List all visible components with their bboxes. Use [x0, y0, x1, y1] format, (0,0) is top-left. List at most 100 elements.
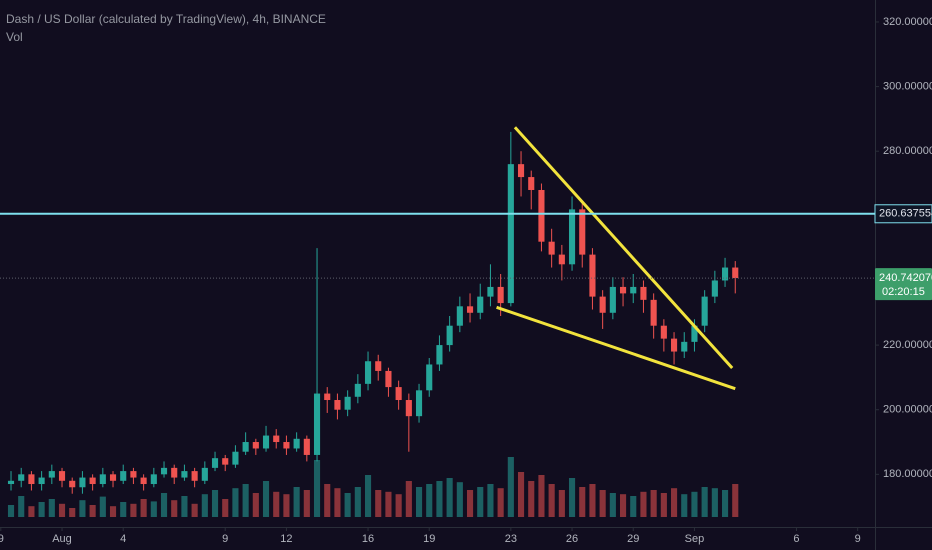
candle-body — [262, 435, 270, 449]
candle-body — [732, 267, 739, 279]
candle-body — [232, 451, 239, 465]
candle-body — [324, 393, 331, 401]
volume-bar — [69, 508, 76, 517]
volume-bar — [324, 484, 331, 517]
x-tick-label: 6 — [793, 533, 799, 545]
volume-bar — [109, 506, 117, 517]
candle-body — [609, 286, 616, 313]
candle-body — [69, 480, 76, 488]
candle-body — [283, 442, 290, 449]
candle-body — [99, 474, 106, 485]
volume-bar — [273, 491, 280, 517]
candle-body — [721, 267, 729, 281]
volume-bar — [211, 490, 219, 517]
candle-body — [477, 296, 484, 313]
candle-body — [681, 341, 688, 352]
volume-bar — [579, 487, 586, 517]
countdown-label: 02:20:15 — [882, 286, 925, 298]
volume-bar — [354, 487, 361, 517]
volume-bar — [711, 488, 718, 517]
volume-bar — [313, 460, 321, 517]
candle-body — [630, 286, 637, 294]
volume-bar — [262, 481, 270, 517]
y-tick-label: 280.000000 — [883, 145, 932, 157]
volume-bar — [303, 490, 310, 517]
candle-body — [334, 400, 341, 410]
candle-body — [558, 254, 565, 265]
volume-bar — [293, 487, 300, 517]
volume-bar — [89, 505, 96, 517]
x-tick-label: 4 — [120, 533, 126, 545]
x-tick-label: Sep — [685, 533, 705, 545]
volume-bar — [364, 475, 372, 517]
volume-bar — [589, 484, 596, 517]
candle-body — [375, 361, 382, 371]
volume-bar — [650, 490, 657, 517]
volume-bar — [660, 493, 667, 517]
candle-body — [599, 296, 606, 313]
y-tick-label: 220.000000 — [883, 339, 932, 351]
candle-body — [589, 254, 596, 297]
candle-body — [303, 438, 310, 455]
candle-body — [456, 306, 463, 326]
volume-bar — [201, 494, 208, 517]
volume-bar — [568, 478, 576, 517]
candle-body — [48, 471, 55, 478]
volume-bar — [426, 484, 433, 517]
overlay-layer — [0, 126, 875, 391]
candle-body — [507, 164, 514, 304]
candle-body — [364, 361, 372, 384]
volume-bar — [507, 457, 514, 517]
volume-bar — [395, 494, 402, 517]
x-tick-label: 9 — [0, 533, 4, 545]
volume-bar — [517, 472, 525, 517]
candle-body — [640, 286, 647, 300]
volume-bar — [150, 501, 157, 517]
volume-bar — [528, 481, 535, 517]
candle-body — [160, 467, 168, 475]
volume-bar — [375, 490, 382, 517]
volume-bar — [130, 503, 137, 517]
candle-body — [385, 370, 392, 388]
candle-body — [568, 209, 576, 265]
candle-body — [497, 286, 504, 304]
y-tick-label: 300.000000 — [883, 81, 932, 93]
volume-bar — [191, 503, 198, 517]
candle-body — [415, 390, 423, 417]
candle-body — [171, 467, 178, 478]
volume-layer — [7, 457, 739, 517]
volume-bar — [732, 484, 739, 517]
x-tick-label: 12 — [280, 533, 292, 545]
volume-bar — [385, 491, 392, 517]
candle-body — [344, 396, 351, 410]
x-tick-label: 19 — [423, 533, 435, 545]
volume-bar — [160, 493, 168, 517]
volume-bar — [222, 499, 229, 517]
candle-body — [701, 296, 708, 326]
volume-bar — [283, 494, 290, 517]
candle-layer — [7, 131, 739, 494]
volume-bar — [79, 500, 86, 517]
y-tick-label: 180.000000 — [883, 468, 932, 480]
volume-bar — [7, 505, 15, 517]
candle-body — [130, 471, 137, 478]
volume-bar — [670, 488, 678, 517]
candle-body — [252, 442, 259, 449]
candle-body — [660, 325, 667, 339]
candle-body — [487, 286, 494, 297]
volume-bar — [181, 496, 188, 517]
candle-body — [538, 189, 545, 242]
volume-bar — [405, 481, 412, 517]
volume-bar — [120, 502, 127, 517]
candle-body — [650, 299, 657, 326]
candle-body — [528, 177, 535, 190]
candle-body — [548, 241, 555, 255]
last-price-label: 240.742070 — [879, 272, 932, 284]
y-tick-label: 320.000000 — [883, 16, 932, 28]
candle-body — [691, 325, 698, 342]
volume-bar — [334, 488, 341, 517]
candle-body — [120, 471, 127, 481]
volume-bar — [497, 488, 504, 517]
volume-bar — [599, 490, 606, 517]
